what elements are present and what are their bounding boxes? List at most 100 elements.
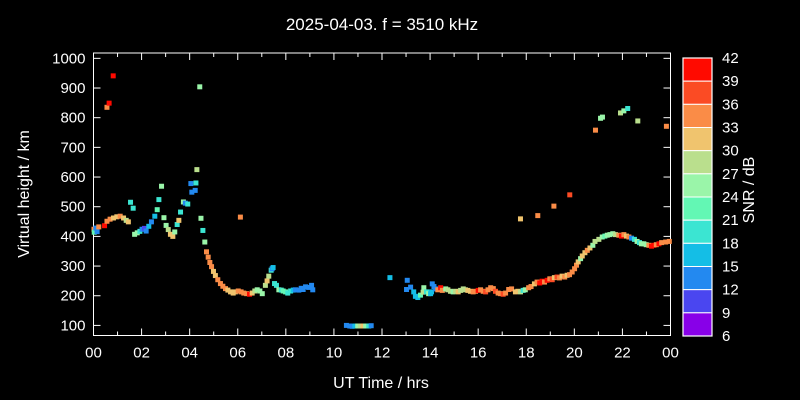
data-point: [404, 287, 410, 293]
chart-title: 2025-04-03. f = 3510 kHz: [285, 15, 479, 34]
data-point: [130, 205, 136, 211]
data-point: [646, 242, 652, 248]
data-point: [596, 236, 602, 242]
data-point: [121, 215, 127, 221]
data-point: [197, 84, 203, 90]
colorbar-segment: [682, 196, 713, 221]
colorbar-segment: [682, 219, 713, 244]
data-point: [485, 287, 491, 293]
data-point: [134, 230, 140, 236]
y-tick-label: 500: [60, 199, 85, 216]
data-point: [163, 222, 169, 228]
data-point: [626, 234, 632, 240]
data-point: [238, 289, 244, 295]
data-point: [506, 287, 512, 293]
data-point: [666, 238, 672, 244]
data-point: [104, 218, 110, 224]
data-point: [643, 242, 649, 248]
data-point: [152, 213, 158, 219]
plot-frame: [93, 52, 671, 336]
data-point: [659, 240, 665, 246]
data-point: [522, 287, 528, 293]
colorbar-tick-label: 27: [722, 166, 739, 183]
data-point: [254, 287, 260, 293]
data-point: [192, 187, 198, 193]
colorbar-tick-label: 39: [722, 73, 739, 90]
colorbar-segment: [682, 150, 713, 175]
data-point: [141, 225, 147, 231]
data-point: [607, 232, 613, 238]
data-point: [257, 288, 263, 294]
data-point: [259, 291, 265, 297]
colorbar-segment: [682, 173, 713, 198]
data-point: [203, 249, 209, 255]
data-point: [387, 275, 393, 281]
data-point: [467, 288, 473, 294]
data-point: [592, 238, 598, 244]
colorbar-segment: [682, 103, 713, 129]
data-point: [572, 266, 578, 272]
data-point: [569, 269, 575, 275]
x-tick-label: 00: [85, 345, 102, 362]
data-point: [355, 323, 361, 329]
data-point: [445, 287, 451, 293]
data-point: [567, 192, 573, 198]
y-tick-label: 400: [60, 228, 85, 245]
y-tick-label: 1000: [52, 50, 85, 67]
data-point: [429, 289, 435, 295]
data-point: [215, 277, 221, 283]
data-point: [653, 242, 659, 248]
data-point: [292, 287, 298, 293]
colorbar-tick-label: 15: [722, 259, 739, 276]
data-point: [270, 265, 276, 271]
data-point: [604, 232, 610, 238]
data-point: [517, 289, 523, 295]
data-point: [285, 290, 291, 296]
data-point: [559, 273, 565, 279]
data-point: [91, 229, 97, 235]
x-tick-label: 22: [614, 345, 631, 362]
data-point: [629, 235, 635, 241]
data-point: [352, 323, 358, 329]
y-tick-label: 600: [60, 169, 85, 186]
data-point: [159, 183, 165, 189]
y-tick-label: 300: [60, 258, 85, 275]
data-point: [534, 279, 540, 285]
data-point: [96, 224, 102, 230]
colorbar-tick-label: 6: [722, 328, 730, 345]
data-point: [551, 275, 557, 281]
data-point: [492, 288, 498, 294]
data-point: [458, 287, 464, 293]
data-point: [273, 282, 279, 288]
data-point: [309, 282, 315, 288]
colorbar-tick-label: 33: [722, 120, 739, 137]
colorbar-tick-label: 30: [722, 143, 739, 160]
data-point: [165, 227, 171, 233]
x-axis-label: UT Time / hrs: [333, 375, 429, 392]
data-point: [578, 256, 584, 262]
data-point: [148, 219, 154, 225]
data-point: [225, 287, 231, 293]
data-point: [303, 284, 309, 290]
data-point: [200, 227, 206, 233]
data-point: [310, 287, 316, 293]
data-point: [590, 242, 596, 248]
data-point: [478, 287, 484, 293]
data-point: [599, 114, 605, 120]
colorbar-segment: [682, 289, 713, 314]
data-point: [503, 290, 509, 296]
data-point: [556, 275, 562, 281]
data-point: [247, 291, 253, 297]
data-point: [210, 268, 216, 274]
data-point: [237, 214, 243, 220]
y-tick-label: 800: [60, 110, 85, 127]
data-point: [435, 287, 441, 293]
x-tick-label: 04: [181, 345, 198, 362]
data-point: [193, 180, 199, 186]
data-point: [408, 284, 414, 290]
data-point: [621, 232, 627, 238]
data-point: [567, 272, 573, 278]
data-point: [528, 284, 534, 290]
data-point: [228, 289, 234, 295]
data-point: [104, 104, 110, 110]
